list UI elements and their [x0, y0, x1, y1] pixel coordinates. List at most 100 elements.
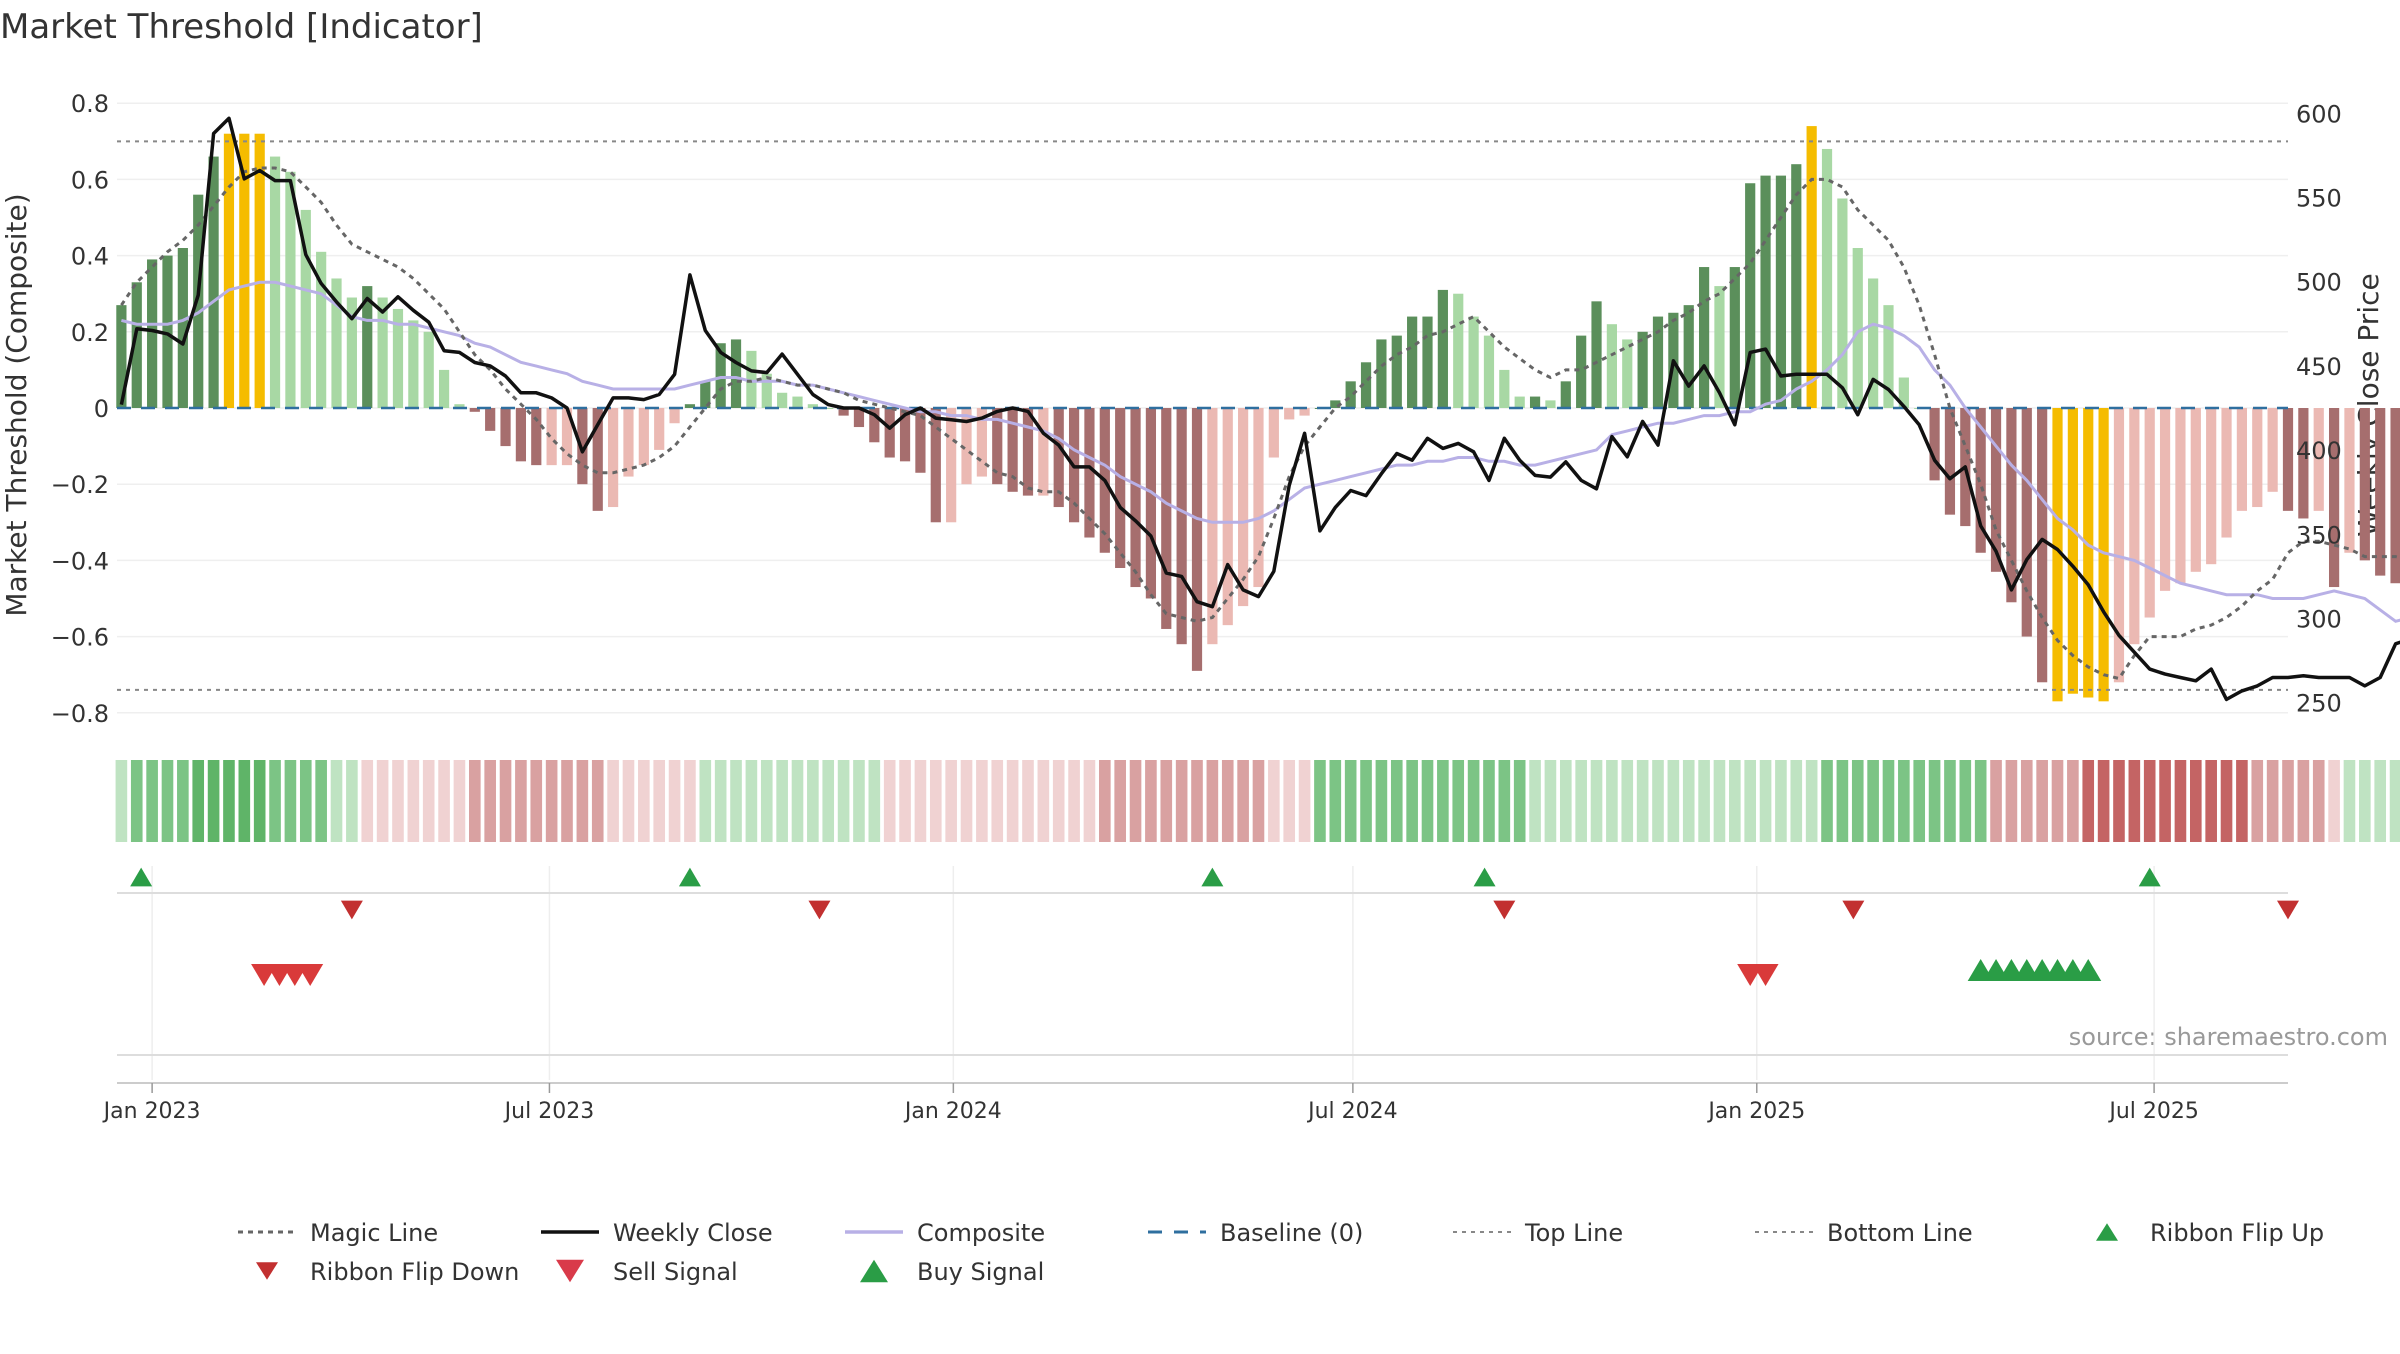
ribbon-cell	[2113, 760, 2125, 842]
y2-tick-label: 400	[2296, 437, 2342, 465]
ribbon-cell	[376, 760, 389, 842]
composite-bar	[1161, 408, 1172, 629]
legend-label: Buy Signal	[917, 1258, 1044, 1286]
legend-swatch	[860, 1259, 888, 1283]
y-tick-label: 0.8	[71, 90, 109, 118]
ribbon-cell	[1621, 760, 1634, 842]
composite-bar	[1130, 408, 1141, 588]
composite-bar	[1022, 408, 1034, 496]
composite-line	[121, 280, 2400, 623]
ribbon-cell	[1667, 760, 1680, 842]
ribbon-cell	[714, 760, 727, 842]
composite-bar	[761, 373, 772, 408]
composite-bar	[515, 408, 527, 462]
ribbon-cell	[2236, 760, 2248, 842]
ribbon-cell	[1944, 760, 1956, 842]
legend: Magic Line Weekly Close Composite Baseline …	[238, 1219, 2324, 1286]
ribbon-flip-up-marker	[130, 867, 153, 887]
composite-bar	[531, 408, 542, 466]
ribbon-cell	[1298, 760, 1311, 842]
composite-bar	[2052, 408, 2063, 702]
ribbon-cell	[238, 760, 251, 842]
ribbon-cell	[1559, 760, 1572, 842]
ribbon-cell	[1590, 760, 1603, 842]
composite-bar	[2252, 408, 2263, 508]
composite-bar	[592, 408, 603, 511]
ribbon-cell	[223, 760, 235, 842]
ribbon-cell	[1882, 760, 1895, 842]
composite-bar	[1868, 278, 1879, 408]
composite-bar	[1622, 339, 1633, 408]
composite-bar	[1222, 408, 1233, 626]
chart-title: Market Threshold [Indicator]	[0, 7, 483, 47]
ribbon-cell	[2205, 760, 2217, 842]
ribbon-cell	[1698, 760, 1710, 842]
ribbon-cell	[1237, 760, 1249, 842]
ribbon-cell	[1283, 760, 1296, 842]
composite-bar	[1944, 408, 1956, 515]
y-tick-label: 0.2	[71, 319, 109, 347]
ribbon-cell	[2159, 760, 2171, 842]
composite-bar	[239, 133, 250, 408]
composite-bar	[746, 350, 757, 408]
ribbon-cell	[1406, 760, 1418, 842]
composite-bar	[2113, 408, 2125, 683]
composite-bar	[853, 408, 865, 428]
composite-bar	[1729, 267, 1740, 408]
legend-item: Magic Line	[238, 1219, 438, 1247]
composite-bar	[1284, 408, 1295, 420]
ribbon-cell	[177, 760, 189, 842]
composite-bar	[1698, 267, 1710, 408]
composite-bar	[1560, 381, 1571, 408]
weekly-close-line	[119, 116, 2400, 702]
ribbon-cell	[530, 760, 543, 842]
ribbon-cell	[2097, 760, 2110, 842]
ribbon-cell	[2036, 760, 2048, 842]
composite-bar	[976, 408, 987, 477]
composite-bar	[1791, 164, 1802, 408]
ribbon-cell	[668, 760, 681, 842]
ribbon-cell	[2282, 760, 2294, 842]
composite-bar	[792, 396, 803, 408]
composite-bar	[1652, 316, 1664, 408]
composite-bar	[2067, 408, 2078, 694]
ribbon-flip-down-marker	[808, 900, 831, 920]
composite-bar	[1422, 316, 1433, 408]
ribbon-cell	[438, 760, 450, 842]
composite-bar	[2344, 408, 2355, 553]
ribbon-cell	[1329, 760, 1342, 842]
ribbon-cell	[1022, 760, 1034, 842]
composite-bar	[1637, 331, 1648, 408]
ribbon-cell	[2312, 760, 2325, 842]
legend-swatch	[556, 1259, 584, 1283]
ribbon-cell	[2051, 760, 2064, 842]
ribbon-cell	[146, 760, 158, 842]
composite-bar	[193, 194, 204, 408]
legend-label: Baseline (0)	[1220, 1219, 1363, 1247]
composite-bar	[2021, 408, 2032, 637]
legend-item: Baseline (0)	[1148, 1219, 1363, 1247]
source-label: source: sharemaestro.com	[2069, 1023, 2388, 1051]
composite-bar	[1806, 126, 1817, 408]
composite-bar	[1207, 408, 1218, 645]
ribbon-flip-down-marker	[1493, 900, 1516, 920]
composite-bar	[823, 408, 834, 409]
y2-tick-label: 350	[2296, 521, 2342, 549]
ribbon-cell	[545, 760, 558, 842]
composite-bar	[1576, 335, 1587, 408]
ribbon-cell	[361, 760, 374, 842]
ribbon-cell	[1037, 760, 1050, 842]
composite-bar	[1191, 408, 1203, 671]
composite-bar	[2221, 408, 2232, 538]
composite-bar	[654, 408, 665, 450]
composite-bar	[1345, 381, 1356, 408]
composite-bar	[1376, 339, 1387, 408]
composite-bar	[438, 369, 450, 408]
ribbon-cell	[807, 760, 819, 842]
ribbon-cell	[1898, 760, 1910, 842]
composite-bar	[1745, 183, 1756, 408]
composite-bar	[1852, 248, 1863, 408]
composite-bar	[715, 343, 726, 408]
composite-bar	[377, 297, 388, 408]
